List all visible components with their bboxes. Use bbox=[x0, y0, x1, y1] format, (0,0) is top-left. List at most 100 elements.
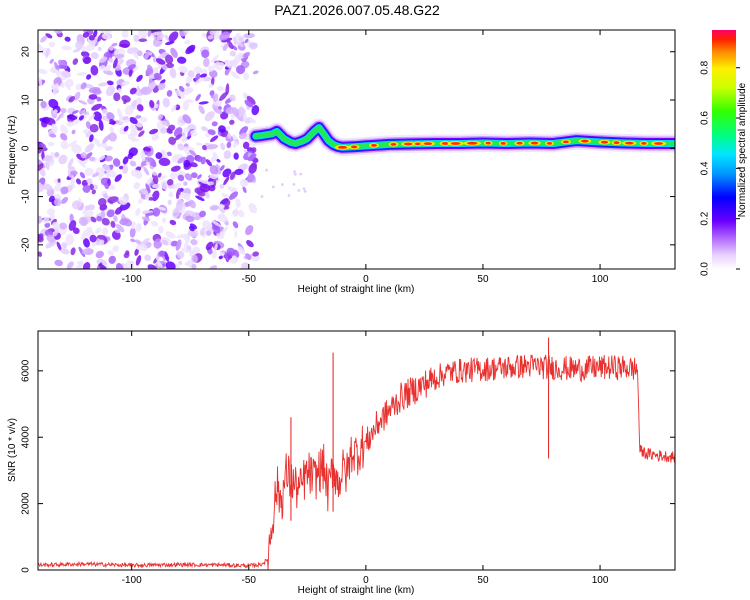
noise-blob bbox=[74, 91, 81, 101]
noise-blob bbox=[245, 225, 254, 236]
hotspot-red bbox=[641, 142, 647, 145]
noise-blob bbox=[147, 64, 153, 74]
snr-frame bbox=[37, 330, 676, 571]
noise-speck bbox=[293, 170, 296, 173]
hotspot-red bbox=[546, 141, 553, 145]
noise-blob bbox=[45, 117, 56, 126]
noise-blob bbox=[158, 225, 164, 234]
noise-blob bbox=[38, 76, 43, 87]
snr-plot-area bbox=[38, 337, 675, 570]
noise-blob bbox=[106, 209, 115, 218]
noise-blob bbox=[144, 147, 152, 152]
noise-blob bbox=[145, 182, 151, 194]
noise-blob bbox=[147, 264, 159, 269]
noise-blob bbox=[180, 248, 190, 253]
colorbar-axis: 0.0 0.2 0.4 0.6 0.8 bbox=[700, 60, 740, 276]
noise-blob bbox=[207, 65, 214, 72]
noise-blob bbox=[80, 152, 87, 159]
noise-blob bbox=[209, 265, 218, 269]
noise-blob bbox=[95, 250, 104, 259]
noise-blob bbox=[114, 207, 123, 215]
noise-blob bbox=[108, 255, 116, 264]
noise-blob bbox=[166, 178, 174, 186]
noise-blob bbox=[234, 230, 238, 238]
noise-blob bbox=[97, 82, 108, 87]
noise-blob bbox=[84, 152, 93, 160]
colorbar-tick-label: 0.6 bbox=[700, 111, 711, 125]
noise-blob bbox=[181, 136, 188, 142]
noise-blob bbox=[150, 220, 159, 227]
noise-blob bbox=[49, 133, 57, 138]
noise-blob bbox=[40, 100, 47, 109]
noise-blob bbox=[168, 191, 174, 198]
noise-blob bbox=[227, 133, 232, 139]
noise-blob bbox=[128, 147, 138, 157]
noise-blob bbox=[78, 115, 85, 121]
noise-blob bbox=[211, 220, 222, 228]
noise-blob bbox=[184, 210, 197, 218]
noise-blob bbox=[82, 184, 91, 193]
xtick-label: -50 bbox=[242, 575, 257, 586]
noise-blob bbox=[50, 69, 60, 74]
noise-blob bbox=[225, 135, 234, 142]
noise-blob bbox=[152, 172, 159, 185]
noise-blob bbox=[179, 30, 187, 37]
noise-blob bbox=[98, 155, 106, 161]
noise-blob bbox=[75, 40, 83, 50]
noise-blob bbox=[176, 56, 187, 64]
noise-blob bbox=[80, 82, 87, 90]
noise-blob bbox=[213, 107, 223, 115]
noise-blob bbox=[242, 186, 247, 193]
noise-blob bbox=[175, 198, 184, 211]
noise-blob bbox=[187, 70, 195, 78]
noise-blob bbox=[209, 165, 219, 175]
snr-panel: -100 -50 0 50 100 0 2000 4000 6000 Height of str… bbox=[7, 330, 676, 596]
noise-blob bbox=[176, 250, 185, 259]
noise-blob bbox=[201, 126, 208, 132]
noise-blob bbox=[203, 57, 210, 68]
noise-blob bbox=[78, 246, 86, 258]
noise-blob bbox=[184, 40, 191, 45]
xtick-label: 100 bbox=[592, 274, 609, 285]
spectrogram-frame bbox=[37, 29, 676, 270]
noise-blob bbox=[232, 107, 240, 117]
ytick-label: 6000 bbox=[21, 359, 32, 382]
noise-blob bbox=[239, 126, 249, 136]
noise-blob bbox=[68, 140, 78, 147]
noise-blob bbox=[54, 61, 60, 72]
noise-blob bbox=[145, 156, 153, 163]
noise-blob bbox=[243, 72, 249, 81]
noise-blob bbox=[38, 215, 43, 224]
noise-blob bbox=[70, 170, 78, 176]
noise-blob bbox=[173, 155, 181, 161]
noise-blob bbox=[153, 72, 162, 81]
noise-blob bbox=[208, 184, 216, 192]
noise-speck bbox=[303, 189, 307, 193]
noise-blob bbox=[160, 120, 167, 127]
noise-blob bbox=[101, 190, 108, 198]
noise-blob bbox=[169, 67, 177, 79]
noise-speck bbox=[265, 168, 268, 172]
noise-blob bbox=[198, 105, 205, 115]
noise-blob bbox=[68, 220, 77, 231]
noise-blob bbox=[144, 212, 156, 216]
noise-blob bbox=[156, 33, 165, 41]
noise-blob bbox=[130, 169, 142, 178]
noise-blob bbox=[140, 86, 153, 95]
noise-blob bbox=[67, 158, 74, 169]
noise-blob bbox=[201, 32, 207, 38]
noise-blob bbox=[53, 198, 62, 207]
noise-blob bbox=[172, 182, 182, 190]
noise-blob bbox=[225, 83, 230, 96]
noise-blob bbox=[82, 32, 90, 38]
noise-speck bbox=[299, 172, 303, 176]
noise-blob bbox=[165, 62, 175, 69]
noise-blob bbox=[118, 196, 128, 205]
noise-blob bbox=[45, 160, 50, 171]
xtick-label: -50 bbox=[242, 274, 257, 285]
noise-blob bbox=[178, 85, 185, 92]
noise-blob bbox=[211, 250, 217, 259]
ytick-label: 10 bbox=[21, 94, 32, 106]
noise-blob bbox=[81, 179, 89, 187]
